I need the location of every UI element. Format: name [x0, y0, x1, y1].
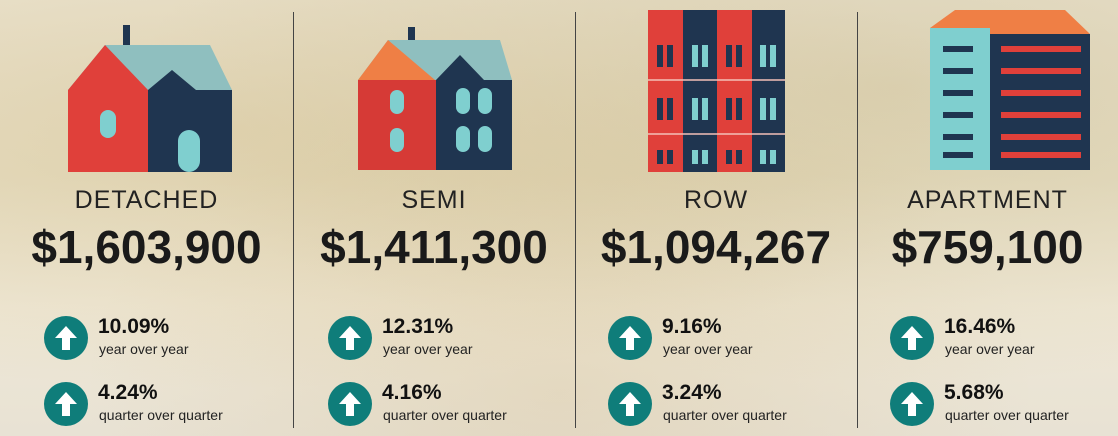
- yoy-change: 16.46%: [944, 315, 1015, 339]
- card: DETACHED $1,603,900 10.09% year over year 4.…: [0, 0, 293, 436]
- card: APARTMENT $759,100 16.46% year over year 5.6…: [857, 0, 1118, 436]
- yoy-change: 10.09%: [98, 315, 169, 339]
- card: ROW $1,094,267 9.16% year over year 3.24% qua…: [575, 0, 857, 436]
- up-arrow-icon: [44, 382, 88, 426]
- qoq-change: 5.68%: [944, 381, 1004, 405]
- price: $1,411,300: [293, 220, 575, 274]
- up-arrow-icon: [890, 382, 934, 426]
- qoq-caption: quarter over quarter: [945, 407, 1069, 423]
- qoq-change: 3.24%: [662, 381, 722, 405]
- yoy-caption: year over year: [383, 341, 472, 357]
- price: $759,100: [857, 220, 1118, 274]
- up-arrow-icon: [328, 382, 372, 426]
- yoy-caption: year over year: [663, 341, 752, 357]
- qoq-change: 4.16%: [382, 381, 442, 405]
- price: $1,603,900: [0, 220, 293, 274]
- yoy-change: 12.31%: [382, 315, 453, 339]
- price: $1,094,267: [575, 220, 857, 274]
- card: SEMI $1,411,300 12.31% year over year 4.16% q…: [293, 0, 575, 436]
- qoq-change: 4.24%: [98, 381, 158, 405]
- qoq-caption: quarter over quarter: [663, 407, 787, 423]
- qoq-caption: quarter over quarter: [383, 407, 507, 423]
- up-arrow-icon: [608, 316, 652, 360]
- up-arrow-icon: [328, 316, 372, 360]
- qoq-caption: quarter over quarter: [99, 407, 223, 423]
- card-label: APARTMENT: [857, 186, 1118, 215]
- up-arrow-icon: [608, 382, 652, 426]
- yoy-change: 9.16%: [662, 315, 722, 339]
- up-arrow-icon: [44, 316, 88, 360]
- card-label: ROW: [575, 186, 857, 215]
- infographic: DETACHED $1,603,900 10.09% year over year 4.…: [0, 0, 1118, 436]
- card-label: SEMI: [293, 186, 575, 215]
- yoy-caption: year over year: [945, 341, 1034, 357]
- up-arrow-icon: [890, 316, 934, 360]
- card-label: DETACHED: [0, 186, 293, 215]
- yoy-caption: year over year: [99, 341, 188, 357]
